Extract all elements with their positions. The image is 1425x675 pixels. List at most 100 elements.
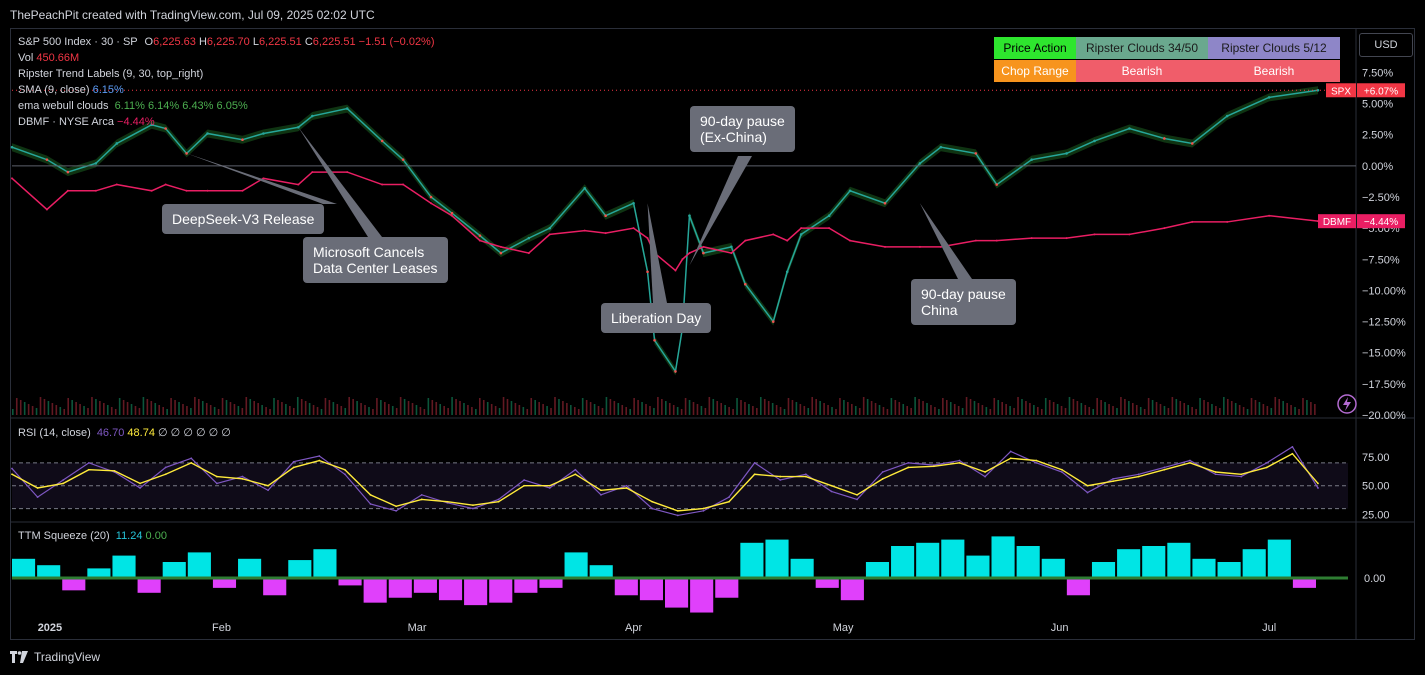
rsi-ma-point <box>676 509 679 512</box>
volume-bar <box>253 401 256 415</box>
volume-bar <box>1266 406 1269 415</box>
volume-bar <box>1238 405 1241 415</box>
volume-bar <box>498 408 501 415</box>
rsi-point <box>1137 473 1140 476</box>
legend-close: 6,225.51 <box>312 36 356 48</box>
volume-bar <box>613 401 616 415</box>
volume-bar <box>894 400 897 415</box>
rsi-ma-point <box>984 471 986 473</box>
ttm-bar <box>1292 578 1316 588</box>
rsi-point <box>1061 471 1063 473</box>
volume-bar <box>562 401 564 415</box>
volume-bar <box>989 409 992 415</box>
spx-point <box>1030 158 1033 161</box>
volume-bar <box>573 407 576 415</box>
spx-point <box>1267 96 1271 99</box>
volume-bar <box>99 401 101 415</box>
ttm-bar <box>162 562 186 578</box>
volume-bar <box>585 400 588 415</box>
axes: 7.50%5.00%2.50%0.00%−2.50%−5.00%−7.50%−1… <box>10 28 1415 640</box>
rsi-point <box>702 509 705 512</box>
volume-bar <box>27 404 30 415</box>
ttm-bar <box>891 546 915 578</box>
volume-bar <box>332 402 335 415</box>
annotation-pointer <box>919 203 972 279</box>
volume-bar <box>609 399 612 415</box>
spx-value-box <box>1357 83 1405 98</box>
ttm-bar <box>690 578 714 613</box>
volume-bar <box>926 403 928 415</box>
tradingview-brand: TradingView <box>34 650 101 664</box>
volume-bar <box>1183 403 1186 415</box>
spx-point <box>827 214 831 218</box>
dbmf-point <box>786 239 789 242</box>
legend-ema-label: ema webull clouds <box>18 100 109 112</box>
volume-bar <box>67 398 70 415</box>
volume-bar <box>942 398 944 415</box>
rsi-point <box>804 473 807 476</box>
annotation-deepseek: DeepSeek-V3 Release <box>162 204 325 234</box>
volume-bar <box>502 397 505 415</box>
rsi-ma-point <box>1086 484 1089 487</box>
volume-bar <box>827 405 829 415</box>
dbmf-point <box>646 237 649 240</box>
rsi-point <box>139 487 141 489</box>
volume-bar <box>340 406 343 415</box>
spx-point <box>1225 114 1229 118</box>
ttm-bar <box>187 552 211 578</box>
legend-symbol: S&P 500 Index · 30 · SP <box>18 36 138 48</box>
volume-bar <box>668 403 671 415</box>
ttm-bar <box>514 578 538 593</box>
legend-low-label: L <box>252 36 259 48</box>
volume-bar <box>178 402 180 415</box>
volume-bar <box>696 404 699 415</box>
volume-bar <box>1128 401 1130 415</box>
spx-point <box>499 251 503 255</box>
legend-ttm-row: TTM Squeeze (20) 11.24 0.00 <box>18 530 167 542</box>
volume-bar <box>720 403 723 415</box>
volume-bar <box>922 401 924 415</box>
rsi-ma-point <box>139 482 141 485</box>
tradingview-logo[interactable]: TradingView <box>10 650 100 664</box>
volume-bar <box>1203 400 1205 415</box>
volume-bar <box>1302 398 1304 415</box>
volume-bar <box>819 401 821 415</box>
rsi-ma-point <box>190 461 193 464</box>
rsi-point <box>1035 461 1038 464</box>
volume-bar <box>431 400 434 415</box>
rsi-point <box>523 479 526 481</box>
currency-button[interactable]: USD <box>1359 33 1413 57</box>
rsi-point <box>190 457 193 460</box>
volume-bar <box>514 403 517 415</box>
volume-bar <box>1151 400 1154 415</box>
volume-bar <box>91 397 93 415</box>
volume-bar <box>672 405 675 415</box>
volume-bar <box>1254 400 1257 415</box>
ttm-bar <box>1267 539 1291 578</box>
rsi-ma-point <box>728 500 730 503</box>
ttm-bar <box>464 578 488 606</box>
volume-bar <box>1294 407 1296 415</box>
spx-point <box>730 245 733 249</box>
legend-ripster-row: Ripster Trend Labels (9, 30, top_right) <box>18 68 203 80</box>
volume-bar <box>35 408 38 415</box>
trend-value-clouds-34-50: Bearish <box>1076 60 1208 82</box>
volume-bar <box>364 405 366 415</box>
volume-bar <box>851 404 853 415</box>
volume-bar <box>1056 404 1059 415</box>
spx-point <box>744 282 747 286</box>
ttm-bar <box>840 578 864 601</box>
rsi-point <box>420 493 423 496</box>
legend-dbmf-label: DBMF · NYSE Arca <box>18 116 114 128</box>
volume-bar <box>423 409 426 415</box>
volume-bar <box>1262 404 1265 415</box>
volume-bar <box>700 406 703 415</box>
spx-point <box>478 234 482 237</box>
rsi-point <box>1291 445 1294 448</box>
ttm-bar <box>37 565 61 578</box>
volume-bar <box>451 397 453 415</box>
ttm-bar <box>1066 578 1090 596</box>
rsi-point <box>36 496 39 499</box>
volume-bar <box>617 403 620 415</box>
